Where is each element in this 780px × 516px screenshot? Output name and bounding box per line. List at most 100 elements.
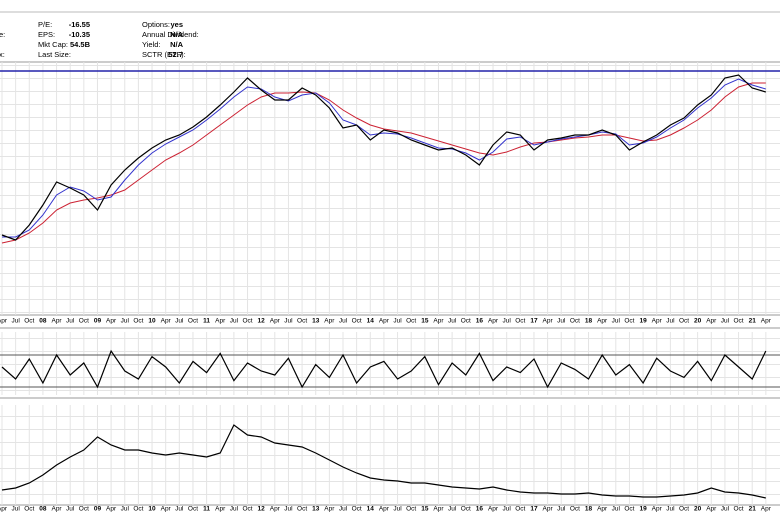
x-tick-label: Jul	[557, 318, 566, 325]
stat-label: Yield:	[142, 40, 160, 49]
x-tick-label: Jul	[175, 318, 184, 325]
x-tick-label: Oct	[352, 506, 362, 513]
x-tick-label: 14	[367, 506, 375, 513]
x-tick-label: 12	[258, 318, 266, 325]
grid-bg	[0, 405, 780, 505]
x-tick-label: Oct	[242, 506, 252, 513]
x-tick-label: Apr	[0, 506, 8, 513]
x-tick-label: Oct	[515, 506, 525, 513]
x-tick-label: 21	[749, 506, 757, 513]
x-tick-label: Jul	[393, 318, 402, 325]
x-tick-label: Apr	[106, 318, 117, 325]
x-tick-label: 12	[258, 506, 266, 513]
x-tick-label: Jul	[721, 318, 730, 325]
x-tick-label: Oct	[24, 318, 34, 325]
x-tick-label: Oct	[624, 318, 634, 325]
x-tick-label: Jul	[557, 506, 566, 513]
x-tick-label: Oct	[406, 318, 416, 325]
x-tick-label: Apr	[543, 318, 554, 325]
x-tick-label: Jul	[121, 506, 130, 513]
x-tick-label: Apr	[324, 506, 335, 513]
x-tick-label: Apr	[706, 506, 717, 513]
x-tick-label: Oct	[624, 506, 634, 513]
x-tick-label: 11	[203, 318, 210, 325]
x-tick-label: Jul	[393, 506, 402, 513]
grid-bg	[0, 332, 780, 395]
x-tick-label: Apr	[488, 318, 499, 325]
series-line	[1, 74, 766, 241]
x-tick-label: Oct	[679, 318, 689, 325]
x-tick-label: Apr	[597, 318, 608, 325]
x-tick-label: 15	[421, 506, 429, 513]
x-tick-label: Apr	[0, 318, 8, 325]
header-fragment: e:	[0, 30, 5, 39]
x-tick-label: Oct	[297, 506, 307, 513]
stat-value: N/A	[170, 30, 184, 39]
x-tick-label: 08	[39, 506, 47, 513]
x-tick-label: Apr	[215, 506, 226, 513]
x-tick-label: Oct	[352, 318, 362, 325]
x-tick-label: 10	[148, 506, 156, 513]
stat-value: -16.55	[69, 20, 90, 29]
x-tick-label: 20	[694, 318, 702, 325]
x-tick-label: Jul	[66, 318, 75, 325]
x-tick-label: 15	[421, 318, 429, 325]
stat-value: N/A	[170, 40, 184, 49]
x-tick-label: Jul	[284, 506, 293, 513]
x-tick-label: Apr	[652, 318, 663, 325]
x-tick-label: Oct	[79, 318, 89, 325]
x-tick-label: 10	[148, 318, 156, 325]
x-tick-label: Oct	[733, 506, 743, 513]
x-tick-label: Jul	[612, 506, 621, 513]
x-tick-label: 19	[639, 506, 647, 513]
x-tick-label: Apr	[433, 318, 444, 325]
x-tick-label: Oct	[461, 506, 471, 513]
series-line	[1, 349, 767, 389]
series-line	[1, 82, 766, 244]
x-tick-label: Oct	[79, 506, 89, 513]
stat-label: P/E:	[38, 20, 52, 29]
x-tick-label: Jul	[230, 506, 239, 513]
grid-bg	[0, 62, 780, 315]
x-tick-label: Apr	[215, 318, 226, 325]
x-tick-label: Oct	[461, 318, 471, 325]
x-tick-label: Apr	[270, 318, 281, 325]
x-tick-label: Oct	[24, 506, 34, 513]
x-tick-label: Oct	[188, 506, 198, 513]
x-tick-label: Apr	[379, 506, 390, 513]
x-tick-label: Apr	[106, 506, 117, 513]
x-tick-label: Oct	[242, 318, 252, 325]
stat-label: Last Size:	[38, 50, 71, 59]
x-tick-label: 21	[749, 318, 757, 325]
x-tick-label: Apr	[161, 318, 172, 325]
x-tick-label: Apr	[51, 318, 62, 325]
x-tick-label: Jul	[121, 318, 130, 325]
x-tick-label: Apr	[270, 506, 281, 513]
stat-value: 52.7	[168, 50, 183, 59]
x-tick-label: Jul	[666, 318, 675, 325]
x-tick-label: Jul	[721, 506, 730, 513]
x-tick-label: 09	[94, 318, 102, 325]
x-tick-label: 13	[312, 506, 320, 513]
x-tick-label: Oct	[297, 318, 307, 325]
stat-value: yes	[170, 20, 183, 29]
x-tick-label: Jul	[11, 506, 20, 513]
x-tick-label: Apr	[543, 506, 554, 513]
x-tick-label: Oct	[188, 318, 198, 325]
x-tick-label: 17	[530, 318, 538, 325]
x-tick-label: 13	[312, 318, 320, 325]
x-tick-label: Oct	[679, 506, 689, 513]
stat-label: SCTR (ETF):	[142, 50, 186, 59]
x-tick-label: 20	[694, 506, 702, 513]
series-line	[2, 78, 766, 238]
x-tick-label: 08	[39, 318, 47, 325]
x-tick-label: Oct	[570, 506, 580, 513]
x-tick-label: Jul	[448, 506, 457, 513]
x-tick-label: 11	[203, 506, 210, 513]
x-tick-label: Jul	[284, 318, 293, 325]
x-tick-label: Oct	[515, 318, 525, 325]
x-tick-label: Apr	[706, 318, 717, 325]
x-tick-label: Jul	[66, 506, 75, 513]
